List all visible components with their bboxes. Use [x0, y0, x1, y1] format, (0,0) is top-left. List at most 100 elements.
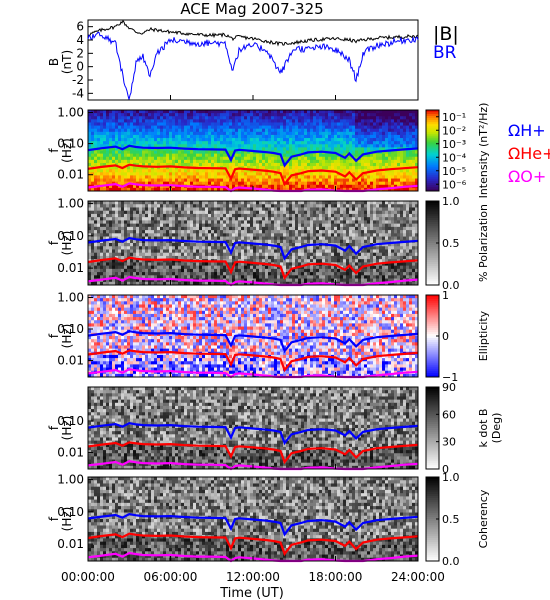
- heatmap-cell: [124, 134, 128, 139]
- heatmap-cell: [136, 223, 140, 228]
- heatmap-cell: [121, 223, 125, 228]
- heatmap-cell: [382, 181, 386, 186]
- heatmap-cell: [319, 128, 323, 133]
- heatmap-cell: [388, 162, 392, 167]
- heatmap-cell: [208, 210, 212, 215]
- heatmap-cell: [136, 113, 140, 117]
- heatmap-cell: [202, 116, 206, 120]
- heatmap-cell: [178, 217, 182, 221]
- heatmap-cell: [166, 275, 170, 279]
- heatmap-cell: [241, 233, 245, 237]
- heatmap-cell: [166, 181, 170, 186]
- heatmap-cell: [118, 131, 122, 136]
- heatmap-cell: [187, 236, 191, 241]
- y-axis-units: (nT): [60, 50, 74, 74]
- heatmap-cell: [178, 122, 182, 126]
- heatmap-cell: [226, 125, 230, 130]
- heatmap-cell: [307, 172, 311, 176]
- heatmap-cell: [88, 116, 92, 120]
- heatmap-cell: [247, 175, 251, 179]
- heatmap-cell: [337, 122, 341, 126]
- heatmap-cell: [154, 281, 158, 286]
- heatmap-cell: [364, 169, 368, 173]
- heatmap-cell: [412, 144, 416, 148]
- heatmap-cell: [127, 239, 131, 244]
- heatmap-cell: [211, 122, 215, 126]
- heatmap-cell: [295, 252, 299, 257]
- heatmap-cell: [367, 113, 371, 117]
- heatmap-cell: [157, 275, 161, 279]
- heatmap-cell: [163, 246, 167, 250]
- heatmap-cell: [121, 233, 125, 237]
- heatmap-cell: [112, 138, 116, 142]
- heatmap-cell: [223, 265, 227, 270]
- heatmap-cell: [286, 150, 290, 155]
- heatmap-cell: [337, 138, 341, 142]
- heatmap-cell: [187, 150, 191, 155]
- heatmap-cell: [259, 147, 263, 151]
- heatmap-cell: [193, 144, 197, 148]
- heatmap-cell: [238, 162, 242, 167]
- heatmap-cell: [289, 265, 293, 270]
- heatmap-cell: [205, 223, 209, 228]
- heatmap-cell: [238, 220, 242, 225]
- heatmap-cell: [316, 268, 320, 273]
- heatmap-cell: [172, 150, 176, 155]
- heatmap-cell: [265, 204, 269, 208]
- heatmap-cell: [205, 236, 209, 241]
- heatmap-cell: [151, 125, 155, 130]
- heatmap-cell: [310, 207, 314, 212]
- heatmap-cell: [358, 119, 362, 123]
- heatmap-cell: [229, 131, 233, 136]
- heatmap-cell: [103, 223, 107, 228]
- heatmap-cell: [256, 259, 260, 263]
- heatmap-cell: [304, 147, 308, 151]
- heatmap-cell: [91, 138, 95, 142]
- heatmap-cell: [232, 252, 236, 257]
- heatmap-cell: [295, 159, 299, 164]
- heatmap-cell: [238, 172, 242, 176]
- heatmap-cell: [169, 252, 173, 257]
- heatmap-cell: [148, 226, 152, 231]
- heatmap-cell: [385, 172, 389, 176]
- heatmap-cell: [181, 252, 185, 257]
- heatmap-cell: [154, 147, 158, 151]
- heatmap-cell: [244, 217, 248, 221]
- heatmap-cell: [400, 156, 404, 161]
- heatmap-cell: [88, 150, 92, 155]
- heatmap-cell: [130, 201, 134, 205]
- heatmap-cell: [103, 275, 107, 279]
- heatmap-cell: [124, 265, 128, 270]
- heatmap-cell: [238, 181, 242, 186]
- heatmap-cell: [190, 119, 194, 123]
- heatmap-cell: [202, 172, 206, 176]
- heatmap-cell: [226, 141, 230, 145]
- heatmap-cell: [154, 217, 158, 221]
- heatmap-cell: [265, 201, 269, 205]
- heatmap-cell: [181, 272, 185, 276]
- heatmap-cell: [109, 262, 113, 267]
- heatmap-cell: [262, 178, 266, 183]
- heatmap-cell: [124, 184, 128, 189]
- heatmap-cell: [214, 150, 218, 155]
- heatmap-cell: [352, 166, 356, 170]
- heatmap-cell: [301, 178, 305, 183]
- heatmap-cell: [226, 134, 230, 139]
- heatmap-cell: [280, 184, 284, 189]
- heatmap-cell: [265, 159, 269, 164]
- heatmap-cell: [118, 178, 122, 183]
- heatmap-cell: [286, 226, 290, 231]
- heatmap-cell: [187, 204, 191, 208]
- heatmap-cell: [253, 162, 257, 167]
- heatmap-cell: [364, 119, 368, 123]
- heatmap-cell: [244, 239, 248, 244]
- heatmap-cell: [238, 138, 242, 142]
- heatmap-cell: [181, 162, 185, 167]
- heatmap-cell: [391, 162, 395, 167]
- heatmap-cell: [181, 220, 185, 225]
- heatmap-cell: [208, 153, 212, 158]
- heatmap-cell: [160, 249, 164, 254]
- heatmap-cell: [205, 220, 209, 225]
- heatmap-cell: [319, 217, 323, 221]
- heatmap-cell: [181, 119, 185, 123]
